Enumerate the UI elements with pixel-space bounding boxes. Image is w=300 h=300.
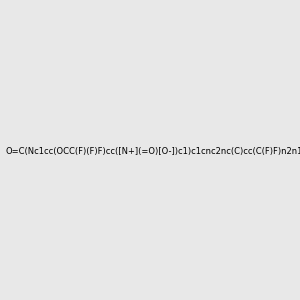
Text: O=C(Nc1cc(OCC(F)(F)F)cc([N+](=O)[O-])c1)c1cnc2nc(C)cc(C(F)F)n2n1: O=C(Nc1cc(OCC(F)(F)F)cc([N+](=O)[O-])c1)… — [5, 147, 300, 156]
